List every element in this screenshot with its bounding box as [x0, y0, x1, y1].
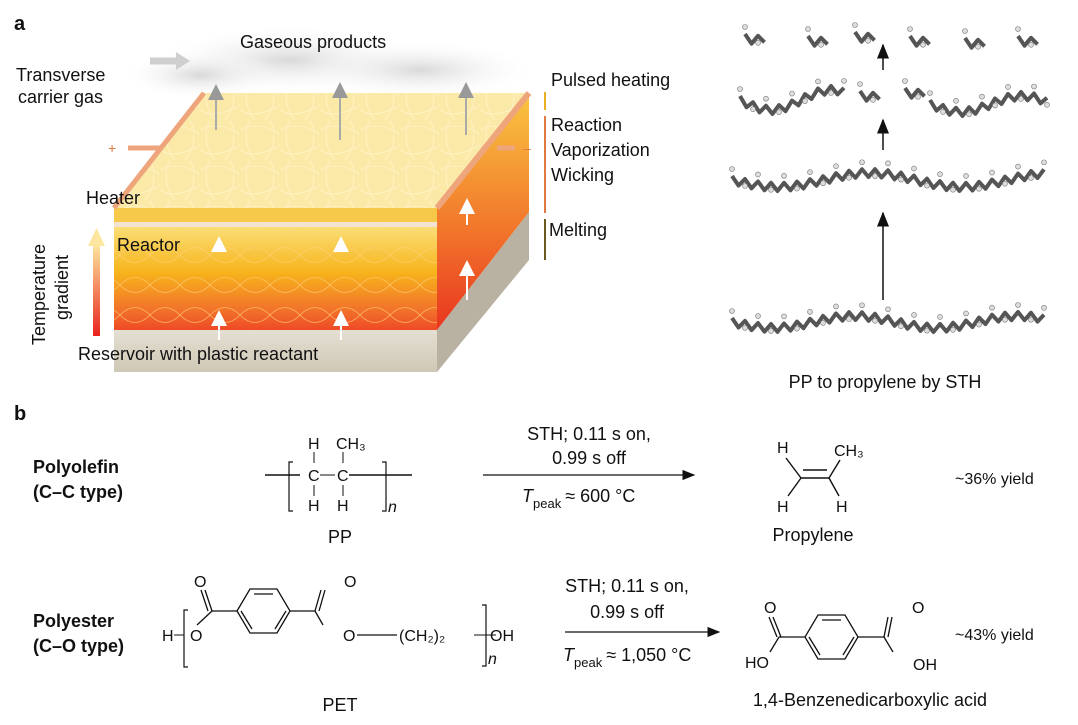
- svg-text:CH₃: CH₃: [834, 443, 864, 460]
- yield-1: ~36% yield: [955, 471, 1034, 488]
- carrier-gas-arrowhead: [176, 52, 190, 70]
- propylene-molecule: [742, 24, 766, 46]
- pp-fragment: [737, 78, 847, 116]
- heater-label: Heater: [86, 188, 140, 208]
- svg-text:CH₃: CH₃: [336, 436, 366, 453]
- svg-text:H: H: [162, 628, 174, 645]
- electrode-right: [434, 91, 532, 210]
- yield-2: ~43% yield: [955, 627, 1034, 644]
- svg-text:C: C: [308, 468, 320, 485]
- pp-structure: C C H CH₃ H H n: [265, 436, 412, 516]
- molecule-caption: PP to propylene by STH: [789, 372, 982, 392]
- condition-1-line2: 0.99 s off: [552, 448, 627, 468]
- propylene-molecule: [907, 26, 931, 48]
- cc-type-label: (C–C type): [33, 482, 123, 502]
- plus-sign: +: [108, 140, 116, 156]
- carrier-gas-label-2: carrier gas: [18, 87, 103, 107]
- svg-text:O: O: [343, 628, 355, 645]
- propylene-molecule: [852, 22, 876, 44]
- propylene-structure: H CH₃ H H: [777, 440, 864, 516]
- svg-text:C: C: [337, 468, 349, 485]
- svg-text:OH: OH: [913, 657, 937, 674]
- svg-text:(CH₂)₂: (CH₂)₂: [399, 628, 445, 645]
- svg-text:OH: OH: [490, 628, 514, 645]
- svg-text:H: H: [337, 498, 349, 515]
- heater-front: [114, 208, 437, 225]
- svg-text:O: O: [764, 600, 776, 617]
- propylene-label: Propylene: [772, 525, 853, 545]
- pulsed-heating-label: Pulsed heating: [551, 70, 670, 90]
- carrier-gas-label-1: Transverse: [16, 65, 105, 85]
- vaporization-label: Vaporization: [551, 140, 650, 160]
- melting-label: Melting: [549, 220, 607, 240]
- condition-1-line1: STH; 0.11 s on,: [527, 424, 651, 444]
- propylene-molecule: [805, 26, 829, 48]
- svg-text:H: H: [777, 440, 789, 457]
- temperature-gradient-label-2: gradient: [52, 255, 72, 320]
- svg-text:O: O: [912, 600, 924, 617]
- gaseous-products-label: Gaseous products: [240, 32, 386, 52]
- propylene-molecule: [1015, 26, 1039, 48]
- svg-text:n: n: [488, 651, 497, 668]
- wicking-label: Wicking: [551, 165, 614, 185]
- pp-fragment: [927, 83, 1050, 118]
- condition-2-line1: STH; 0.11 s on,: [565, 576, 689, 596]
- pet-label: PET: [322, 695, 357, 715]
- tpeak-1: Tpeak ≈ 600 °C: [522, 486, 635, 511]
- panel-a-letter: a: [14, 13, 26, 35]
- reactor-label: Reactor: [117, 235, 180, 255]
- svg-text:H: H: [836, 499, 848, 516]
- propylene-molecule: [857, 81, 881, 103]
- reaction-label: Reaction: [551, 115, 622, 135]
- gaseous-cloud: [120, 25, 540, 100]
- minus-sign: –: [523, 140, 531, 156]
- reservoir-front: [114, 330, 437, 372]
- propylene-molecule: [902, 78, 926, 100]
- reservoir-side: [437, 212, 529, 372]
- molecule-illustration: [729, 22, 1050, 334]
- tpeak-2: Tpeak ≈ 1,050 °C: [563, 645, 691, 670]
- svg-text:O: O: [344, 574, 356, 591]
- svg-text:H: H: [308, 436, 320, 453]
- pp-label: PP: [328, 527, 352, 547]
- svg-text:HO: HO: [745, 655, 769, 672]
- svg-text:O: O: [190, 628, 202, 645]
- svg-text:H: H: [308, 498, 320, 515]
- condition-2-line2: 0.99 s off: [590, 602, 665, 622]
- panel-b-letter: b: [14, 403, 26, 425]
- temperature-gradient-label-1: Temperature: [29, 244, 49, 345]
- svg-text:O: O: [194, 574, 206, 591]
- temperature-gradient-arrow: [93, 244, 100, 336]
- propylene-molecule: [962, 28, 986, 50]
- pp-chain-heated: [729, 159, 1047, 193]
- svg-text:n: n: [388, 499, 397, 516]
- reservoir-label: Reservoir with plastic reactant: [78, 344, 318, 364]
- svg-text:H: H: [777, 499, 789, 516]
- terephthalic-acid-label: 1,4-Benzenedicarboxylic acid: [753, 690, 987, 710]
- pet-structure: H O O O O (CH₂)₂ OH n: [162, 574, 514, 668]
- co-type-label: (C–O type): [33, 636, 124, 656]
- polyolefin-label: Polyolefin: [33, 457, 119, 477]
- terephthalic-acid-structure: O HO O OH: [745, 600, 937, 674]
- pp-chain: [729, 302, 1047, 334]
- polyester-label: Polyester: [33, 611, 114, 631]
- reactor-block: [112, 82, 532, 372]
